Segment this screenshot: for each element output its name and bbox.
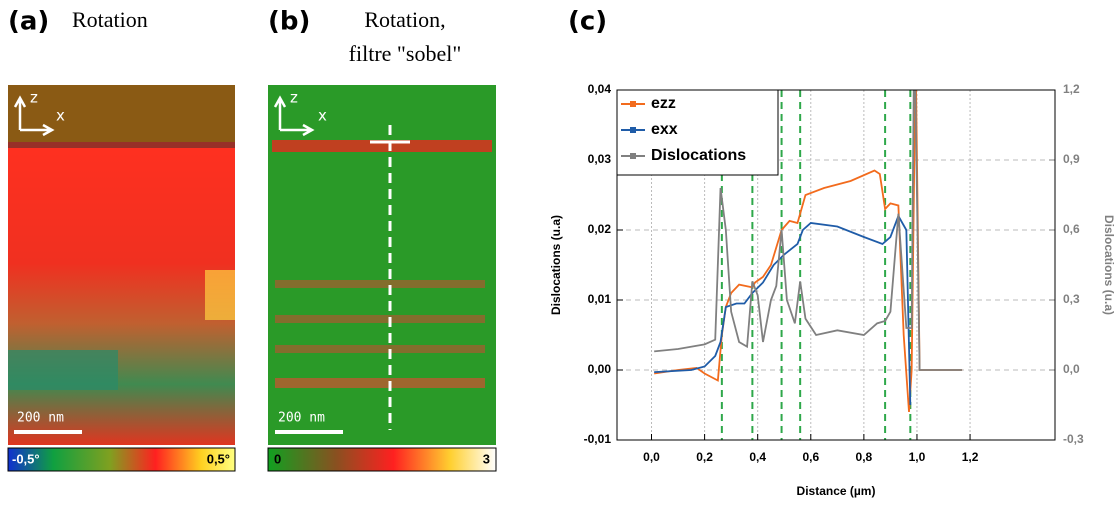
y-tick-label: -0,01 <box>584 432 612 446</box>
x-tick-label: 1,0 <box>909 450 926 464</box>
y2-axis-label: Dislocations (u.a) <box>1102 215 1116 315</box>
y-tick-label: 0,04 <box>588 82 612 96</box>
axes-arrows <box>13 95 315 137</box>
x-tick-label: 0,4 <box>749 450 766 464</box>
x-tick-label: 0,8 <box>856 450 873 464</box>
plot-frame <box>616 89 1056 441</box>
panel-title: Rotation <box>72 7 148 32</box>
panel-label: (c) <box>568 7 607 37</box>
x-tick-label: 1,2 <box>962 450 979 464</box>
colorbar-max: 0,5° <box>207 451 230 466</box>
scale-bar-label: 200 nm <box>278 411 325 426</box>
image-a <box>8 85 235 445</box>
y-tick-label: 0,01 <box>588 292 612 306</box>
colorbar-min: 0 <box>274 451 281 466</box>
x-axis-label: Distance (µm) <box>797 484 876 498</box>
y2-tick-label: 0,9 <box>1063 152 1080 166</box>
legend-label: Dislocations <box>651 147 746 164</box>
axis-z: z <box>290 89 298 107</box>
image-b <box>268 85 496 445</box>
colorbar <box>267 447 497 472</box>
legend-marker <box>630 127 636 133</box>
axis-x: x <box>56 107 65 125</box>
panel-subtitle: filtre "sobel" <box>349 41 462 66</box>
colorbar <box>7 447 236 472</box>
y-tick-label: 0,03 <box>588 152 612 166</box>
colorbar-min: -0,5° <box>12 451 40 466</box>
y-tick-label: 0,00 <box>588 362 612 376</box>
x-tick-label: 0,6 <box>802 450 819 464</box>
legend-marker <box>630 101 636 107</box>
legend-label: ezz <box>651 95 676 112</box>
y2-tick-label: -0,3 <box>1063 432 1084 446</box>
y2-tick-label: 0,3 <box>1063 292 1080 306</box>
y2-tick-label: 0,0 <box>1063 362 1080 376</box>
x-tick-label: 0,0 <box>643 450 660 464</box>
legend-marker <box>630 153 636 159</box>
axis-x: x <box>318 107 327 125</box>
series-line <box>654 90 963 371</box>
scale-bar-label: 200 nm <box>17 411 64 426</box>
panel-label: (b) <box>268 7 310 37</box>
colorbar-max: 3 <box>483 451 490 466</box>
y-tick-label: 0,02 <box>588 222 612 236</box>
panel-label: (a) <box>8 7 49 37</box>
y2-tick-label: 1,2 <box>1063 82 1080 96</box>
plot-area <box>654 90 963 440</box>
x-tick-label: 0,2 <box>696 450 713 464</box>
y2-tick-label: 0,6 <box>1063 222 1080 236</box>
y-axis-label: Dislocations (u.a) <box>549 215 563 315</box>
panel-title: Rotation, <box>364 7 445 32</box>
axis-z: z <box>30 89 38 107</box>
legend-label: exx <box>651 121 678 138</box>
